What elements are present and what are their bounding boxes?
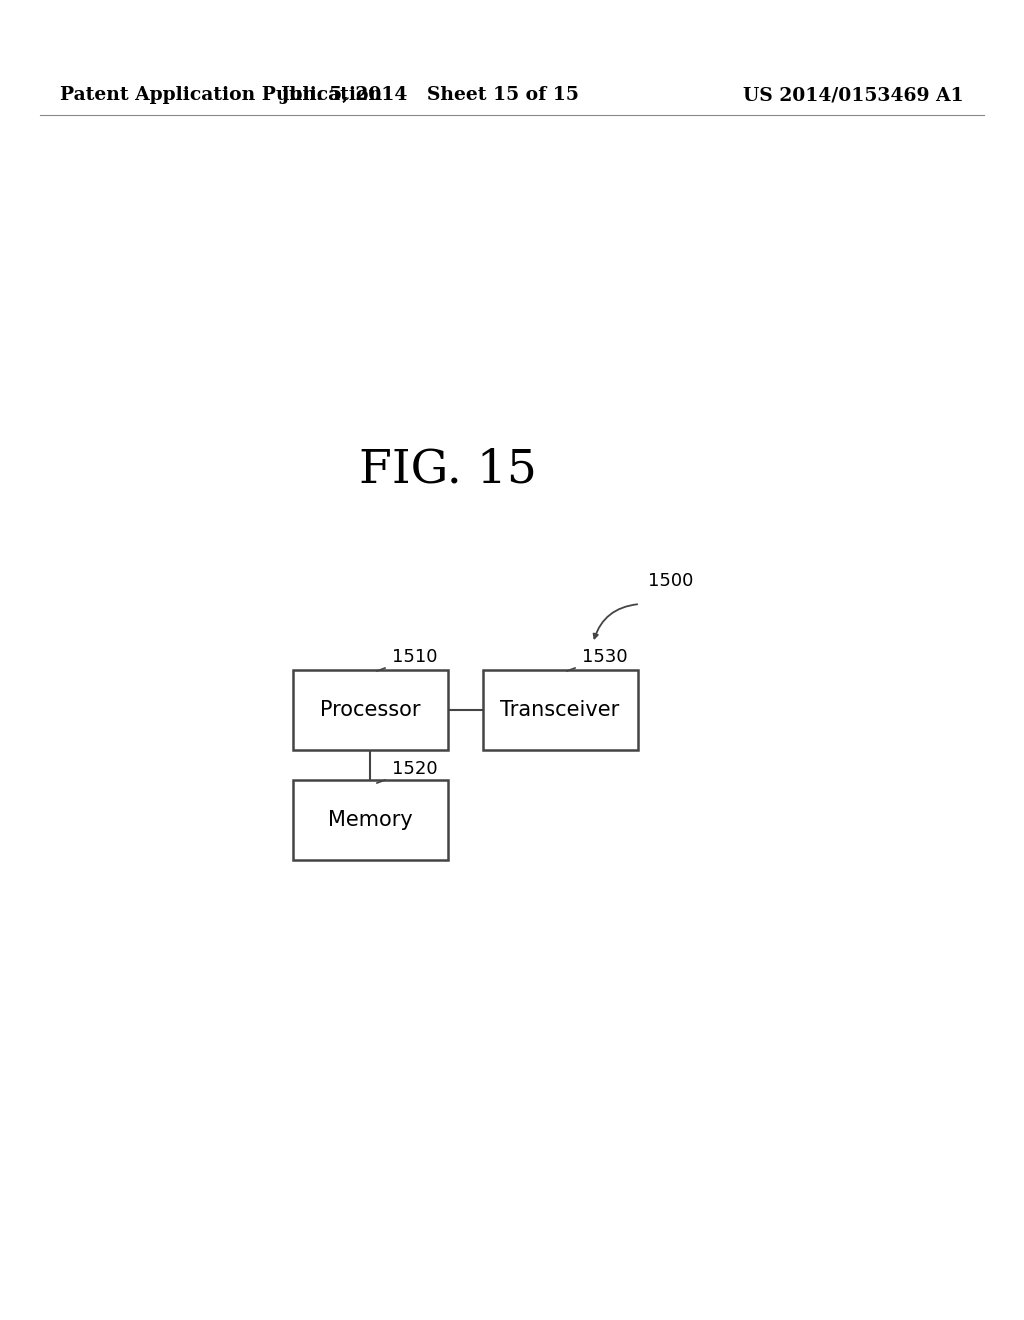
Bar bbox=[293, 780, 447, 861]
Text: FIG. 15: FIG. 15 bbox=[359, 447, 537, 492]
Bar bbox=[293, 671, 447, 750]
Text: US 2014/0153469 A1: US 2014/0153469 A1 bbox=[743, 86, 964, 104]
Text: Transceiver: Transceiver bbox=[501, 700, 620, 719]
Text: 1530: 1530 bbox=[582, 648, 628, 667]
Text: 1510: 1510 bbox=[392, 648, 437, 667]
Bar bbox=[482, 671, 638, 750]
Text: Jun. 5, 2014   Sheet 15 of 15: Jun. 5, 2014 Sheet 15 of 15 bbox=[281, 86, 580, 104]
Text: Processor: Processor bbox=[319, 700, 420, 719]
Text: Patent Application Publication: Patent Application Publication bbox=[60, 86, 382, 104]
Text: 1500: 1500 bbox=[648, 572, 693, 590]
Text: 1520: 1520 bbox=[392, 760, 437, 777]
Text: Memory: Memory bbox=[328, 810, 413, 830]
